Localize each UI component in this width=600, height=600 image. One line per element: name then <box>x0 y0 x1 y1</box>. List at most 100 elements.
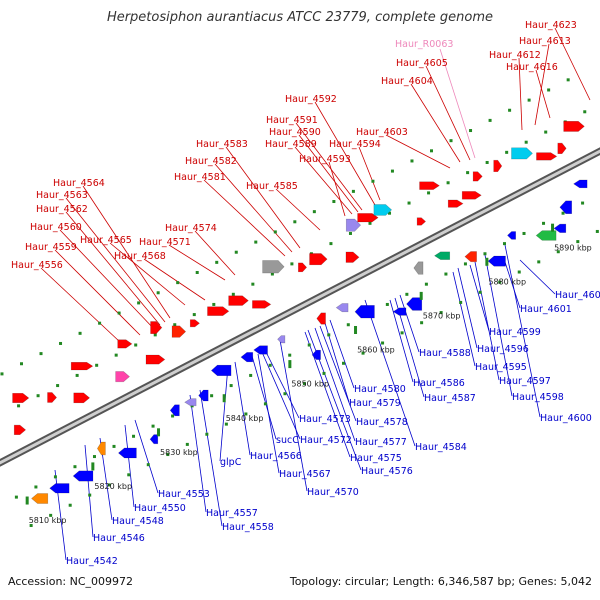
reverse-gene-label: Haur_4548 <box>112 516 164 527</box>
guide-dot <box>59 341 63 345</box>
reverse-gene-feature <box>49 483 70 494</box>
guide-dot <box>332 200 336 204</box>
reverse-gene-feature <box>277 335 286 344</box>
reverse-gene-label: Haur_4553 <box>158 489 210 500</box>
reverse-gene-feature <box>535 230 557 241</box>
guide-dot <box>459 300 463 304</box>
reverse-gene-label: Haur_4550 <box>134 503 186 514</box>
forward-gene-feature <box>228 295 249 306</box>
forward-label-connector <box>40 267 121 343</box>
guide-dot <box>56 384 60 388</box>
guide-dot <box>224 422 228 426</box>
reverse-gene-label: Haur_4573 <box>299 414 351 425</box>
guide-dot <box>561 211 565 215</box>
forward-gene-label: Haur_4560 <box>30 222 82 233</box>
guide-dot <box>444 272 448 276</box>
forward-gene-feature <box>536 152 558 161</box>
forward-label-connector <box>518 57 523 131</box>
forward-gene-feature <box>557 142 567 154</box>
reverse-gene-feature <box>169 404 180 417</box>
forward-label-connector <box>82 185 171 319</box>
forward-label-connector <box>59 229 156 331</box>
guide-dot <box>463 262 467 266</box>
guide-dot <box>346 323 350 327</box>
tick-label: 5830 kbp <box>160 448 198 457</box>
guide-dot <box>146 463 150 467</box>
reverse-label-connector <box>314 327 356 442</box>
guide-dot <box>302 382 306 386</box>
reverse-label-connector <box>261 351 301 440</box>
reverse-gene-label: Haur_4557 <box>206 508 258 519</box>
reverse-label-connector <box>469 264 490 332</box>
forward-gene-label: Haur_4613 <box>519 36 571 47</box>
reverse-label-connector <box>251 355 277 440</box>
guide-dot <box>469 129 473 133</box>
guide-dot <box>478 290 482 294</box>
guide-dot <box>268 363 272 367</box>
guide-dot <box>249 373 253 377</box>
reverse-label-connector <box>389 299 414 383</box>
guide-dot <box>210 394 214 398</box>
forward-label-connector <box>214 163 293 253</box>
guide-dot <box>132 434 136 438</box>
guide-dot <box>88 493 92 497</box>
forward-label-connector <box>65 197 166 323</box>
forward-gene-label: Haur_4593 <box>299 154 351 165</box>
tick-mark <box>551 223 555 232</box>
forward-gene-label: Haur_4568 <box>114 251 166 262</box>
tick-label: 5850 kbp <box>291 380 329 389</box>
reverse-label-connector <box>304 331 351 458</box>
tick-mark <box>288 360 292 369</box>
reverse-label-connector <box>319 325 357 422</box>
guide-dot <box>361 351 365 355</box>
guide-dot <box>407 201 411 205</box>
guide-dot <box>381 341 385 345</box>
forward-gene-feature <box>461 191 482 200</box>
guide-dot <box>153 333 157 337</box>
guide-dot <box>466 171 470 175</box>
forward-gene-feature <box>262 260 285 274</box>
reverse-gene-feature <box>573 179 588 189</box>
reverse-gene-feature <box>392 307 407 316</box>
reverse-gene-label: Haur_4566 <box>250 451 302 462</box>
guide-dot <box>293 220 297 224</box>
guide-dot <box>576 240 580 244</box>
forward-gene-feature <box>563 121 585 132</box>
tick-mark <box>157 428 161 437</box>
reverse-gene-label: Haur_4578 <box>356 417 408 428</box>
reverse-gene-label: Haur_4598 <box>512 392 564 403</box>
forward-gene-label: Haur_4589 <box>265 139 317 150</box>
forward-gene-label: Haur_4604 <box>381 76 433 87</box>
reverse-gene-feature <box>96 441 106 456</box>
rna-gene-label: Haur_R0063 <box>395 39 453 50</box>
forward-gene-label: Haur_4585 <box>246 181 298 192</box>
tick-label: 5870 kbp <box>423 312 461 321</box>
tick-label: 5890 kbp <box>554 243 592 252</box>
guide-dot <box>581 201 585 205</box>
forward-gene-label: Haur_4562 <box>36 204 88 215</box>
guide-dot <box>75 373 79 377</box>
forward-label-connector <box>109 242 186 306</box>
reverse-gene-label: Haur_4586 <box>413 378 465 389</box>
guide-dot <box>78 331 82 335</box>
guide-dot <box>19 362 23 366</box>
guide-dot <box>151 424 155 428</box>
guide-dot <box>348 231 352 235</box>
guide-dot <box>185 442 189 446</box>
reverse-gene-label: Haur_4596 <box>477 344 529 355</box>
reverse-gene-feature <box>487 255 506 267</box>
reverse-gene-label: Haur_4580 <box>354 384 406 395</box>
guide-dot <box>327 333 331 337</box>
reverse-gene-label: Haur_4575 <box>350 453 402 464</box>
forward-gene-label: Haur_4582 <box>185 156 237 167</box>
forward-label-connector <box>534 43 550 126</box>
forward-label-connector <box>294 146 353 215</box>
forward-label-connector <box>194 230 236 276</box>
guide-dot <box>273 230 277 234</box>
guide-dot <box>483 252 487 256</box>
reverse-label-connector <box>84 444 94 538</box>
label-connector-lines <box>40 27 591 561</box>
guide-dot <box>36 394 40 398</box>
